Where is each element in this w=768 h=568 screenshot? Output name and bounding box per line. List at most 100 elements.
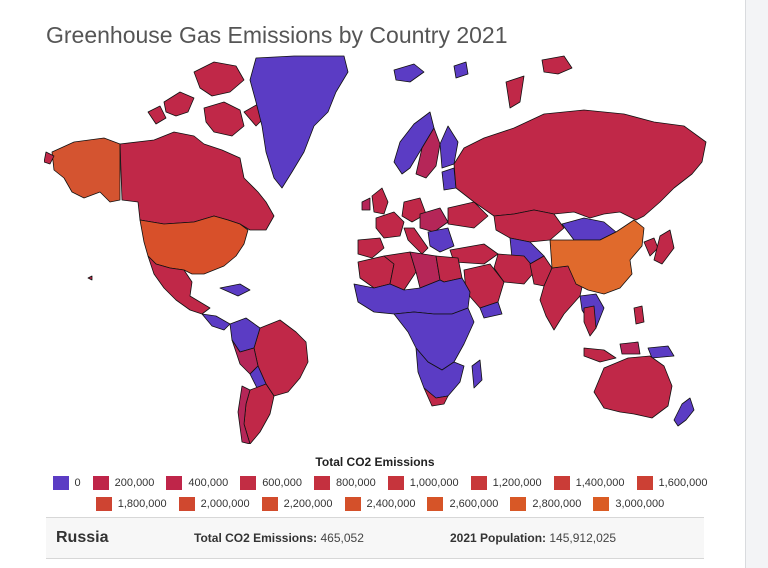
legend-title: Total CO2 Emissions: [315, 455, 435, 469]
legend-item[interactable]: 2,200,000: [261, 496, 333, 512]
legend-label: 2,800,000: [532, 498, 582, 510]
legend-swatch: [510, 497, 527, 511]
legend-label: 1,200,000: [492, 477, 542, 489]
legend-swatch: [313, 476, 330, 490]
legend-item[interactable]: 1,800,000: [95, 496, 167, 512]
region-australia[interactable]: [593, 355, 673, 419]
region-alaska[interactable]: [51, 137, 121, 203]
region-greenland[interactable]: [249, 55, 349, 189]
info-panel: Russia Total CO2 Emissions: 465,052 2021…: [46, 517, 704, 559]
emissions-stat: Total CO2 Emissions: 465,052: [194, 531, 450, 545]
region-central-europe[interactable]: [419, 207, 449, 233]
region-russia-islands[interactable]: [541, 55, 573, 75]
legend-label: 2,000,000: [200, 498, 250, 510]
legend-label: 1,000,000: [409, 477, 459, 489]
legend-swatch: [344, 497, 361, 511]
region-balkans[interactable]: [427, 227, 455, 253]
region-indonesia-1[interactable]: [583, 347, 617, 363]
region-mexico[interactable]: [147, 255, 211, 315]
legend-item[interactable]: 3,000,000: [593, 496, 664, 512]
region-yemen[interactable]: [479, 301, 503, 319]
legend-item[interactable]: 0: [52, 475, 81, 491]
legend-swatch: [636, 476, 653, 490]
region-iceland[interactable]: [393, 63, 425, 83]
region-alaska-west[interactable]: [44, 151, 55, 165]
region-sweden[interactable]: [415, 127, 441, 179]
region-madagascar[interactable]: [471, 359, 483, 389]
region-italy[interactable]: [403, 227, 429, 255]
region-canada-arctic-4[interactable]: [147, 105, 167, 125]
legend-swatch: [95, 497, 112, 511]
legend-swatch: [387, 476, 404, 490]
legend-swatch: [553, 476, 570, 490]
legend-item[interactable]: 200,000: [92, 475, 155, 491]
population-label: 2021 Population:: [450, 531, 547, 545]
legend-item[interactable]: 2,800,000: [510, 496, 581, 512]
region-canada-arctic-2[interactable]: [193, 61, 245, 97]
legend-item[interactable]: 1,000,000: [387, 475, 459, 491]
legend: 0 200,000 400,000 600,000 800,000 1,000,000 1,…: [40, 475, 720, 512]
region-novaya-zemlya[interactable]: [505, 75, 525, 109]
legend-swatch: [593, 497, 610, 511]
region-png[interactable]: [647, 345, 675, 359]
region-indonesia-2[interactable]: [619, 341, 641, 355]
region-france[interactable]: [375, 211, 405, 239]
region-china[interactable]: [549, 219, 645, 295]
region-baltics[interactable]: [441, 167, 457, 191]
world-map: [44, 55, 707, 444]
region-canada[interactable]: [119, 131, 275, 231]
region-ukraine[interactable]: [447, 201, 489, 229]
legend-label: 2,600,000: [449, 498, 499, 510]
region-central-africa[interactable]: [393, 307, 475, 371]
legend-item[interactable]: 600,000: [240, 475, 302, 491]
legend-label: 3,000,000: [615, 498, 665, 510]
legend-item[interactable]: 2,400,000: [344, 496, 416, 512]
legend-swatch: [166, 476, 183, 490]
legend-item[interactable]: 400,000: [166, 475, 228, 491]
region-svalbard[interactable]: [453, 61, 469, 79]
legend-label: 2,200,000: [283, 498, 333, 510]
legend-item[interactable]: 2,000,000: [178, 496, 250, 512]
region-africa-sahel[interactable]: [353, 277, 471, 315]
region-finland[interactable]: [439, 125, 459, 169]
legend-item[interactable]: 1,200,000: [470, 475, 542, 491]
legend-swatch: [92, 476, 109, 490]
legend-label: 200,000: [114, 477, 155, 489]
region-uk[interactable]: [371, 187, 389, 215]
legend-swatch: [178, 497, 195, 511]
legend-label: 1,600,000: [658, 477, 708, 489]
region-south-africa[interactable]: [423, 387, 449, 407]
region-hawaii-dots[interactable]: [87, 275, 93, 281]
region-russia[interactable]: [453, 109, 707, 221]
legend-label: 600,000: [262, 477, 302, 489]
region-thailand[interactable]: [583, 305, 597, 337]
region-southern-africa[interactable]: [415, 347, 465, 399]
legend-item[interactable]: 1,400,000: [553, 475, 625, 491]
emissions-label: Total CO2 Emissions:: [194, 531, 318, 545]
window-frame: [745, 0, 768, 568]
region-central-america[interactable]: [201, 313, 231, 331]
region-japan[interactable]: [653, 229, 675, 265]
legend-item[interactable]: 800,000: [313, 475, 376, 491]
region-kazakhstan[interactable]: [493, 209, 565, 243]
region-iran[interactable]: [493, 253, 537, 285]
region-canada-arctic-3[interactable]: [203, 101, 245, 137]
region-spain[interactable]: [357, 237, 385, 259]
region-chile[interactable]: [237, 385, 251, 444]
region-caribbean[interactable]: [219, 283, 251, 297]
legend-swatch: [52, 476, 69, 490]
legend-item[interactable]: 2,600,000: [427, 496, 498, 512]
region-philippines[interactable]: [633, 305, 645, 325]
region-egypt[interactable]: [435, 255, 463, 283]
legend-item[interactable]: 1,600,000: [636, 475, 708, 491]
population-value: 145,912,025: [549, 531, 617, 545]
legend-label: 1,800,000: [117, 498, 167, 510]
legend-label: 800,000: [335, 477, 376, 489]
emissions-value: 465,052: [320, 531, 364, 545]
region-north-africa-west[interactable]: [357, 255, 395, 289]
region-canada-arctic[interactable]: [163, 91, 195, 117]
region-new-zealand[interactable]: [673, 397, 695, 427]
legend-label: 2,400,000: [366, 498, 416, 510]
legend-swatch: [261, 497, 278, 511]
region-ireland[interactable]: [361, 197, 371, 211]
